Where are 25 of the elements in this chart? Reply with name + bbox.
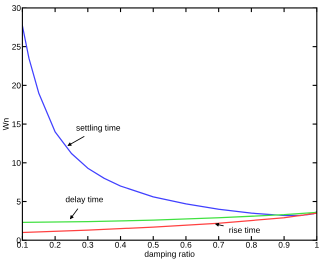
x-tick-label: 0.8 [246,242,257,248]
x-tick-label: 0.1 [16,242,28,248]
x-tick-label: 0.9 [278,242,290,248]
x-tick-label: 0.5 [148,242,159,248]
y-tick-label: 0 [16,237,21,244]
annotation: rise time [229,226,260,234]
y-tick-label: 20 [12,82,21,88]
y-tick-label: 5 [16,198,21,205]
y-tick-label: 10 [12,160,21,166]
line-series [22,212,317,234]
x-tick-label: 0.6 [180,242,192,248]
y-tick-label: 30 [12,5,21,12]
x-axis-title: damping ratio [144,250,194,259]
annotation: delay time [66,196,104,204]
y-tick-label: 25 [12,44,21,50]
line-series [22,212,317,224]
x-tick-label: 0.3 [82,242,94,248]
line-series [22,25,317,216]
x-tick-label: 0.4 [115,242,126,248]
x-tick-label: 1 [315,242,319,248]
annotation: settling time [76,124,120,132]
x-tick-label: 0.7 [213,242,224,248]
y-tick-label: 15 [12,121,21,128]
y-axis-title: Wn [2,118,9,130]
x-tick-label: 0.2 [50,242,60,248]
